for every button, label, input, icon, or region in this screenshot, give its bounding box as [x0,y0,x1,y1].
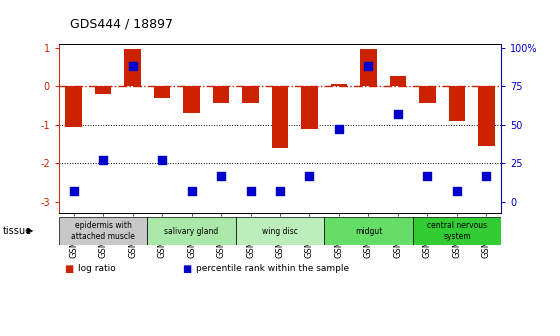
Bar [390,77,406,86]
Point [423,173,432,178]
Bar [213,86,229,103]
Bar [184,86,199,113]
Text: percentile rank within the sample: percentile rank within the sample [196,264,349,273]
Bar [324,217,413,245]
Bar [66,86,82,127]
Point [452,188,461,194]
Point [157,158,166,163]
Text: central nervous
system: central nervous system [427,221,487,241]
Point [187,188,196,194]
Text: tissue: tissue [3,226,32,236]
Point [394,111,403,117]
Bar [154,86,170,98]
Text: GDS444 / 18897: GDS444 / 18897 [70,17,173,30]
Bar [478,86,494,146]
Text: midgut: midgut [355,226,382,236]
Text: ▶: ▶ [27,226,34,236]
Bar [242,86,259,103]
Bar [147,217,236,245]
Point [334,127,343,132]
Bar [449,86,465,121]
Text: ■: ■ [64,264,74,274]
Point [128,64,137,69]
Text: salivary gland: salivary gland [165,226,218,236]
Point [364,64,373,69]
Text: ■: ■ [182,264,192,274]
Point [276,188,284,194]
Bar [95,86,111,94]
Bar [272,86,288,148]
Bar [419,86,436,103]
Bar [236,217,324,245]
Bar [361,49,376,86]
Point [99,158,108,163]
Point [305,173,314,178]
Point [246,188,255,194]
Point [482,173,491,178]
Bar [301,86,318,129]
Bar [413,217,501,245]
Bar [59,217,147,245]
Bar [331,84,347,86]
Text: wing disc: wing disc [262,226,298,236]
Point [69,188,78,194]
Text: log ratio: log ratio [78,264,116,273]
Point [217,173,226,178]
Bar [124,49,141,86]
Text: epidermis with
attached muscle: epidermis with attached muscle [71,221,135,241]
